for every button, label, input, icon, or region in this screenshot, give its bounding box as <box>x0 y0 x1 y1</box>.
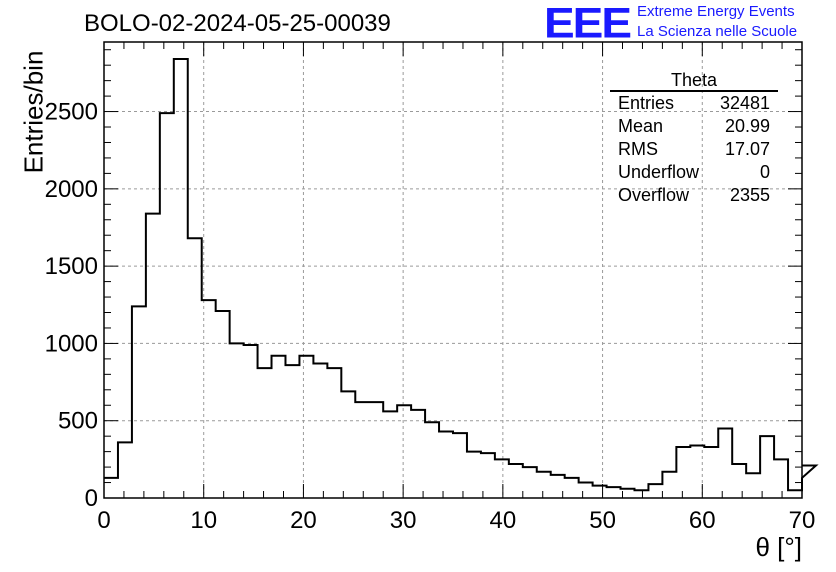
stats-row-mean: Mean 20.99 <box>610 115 778 138</box>
y-tick-label: 500 <box>58 408 98 435</box>
histogram-bin <box>160 113 174 498</box>
plot-title: BOLO-02-2024-05-25-00039 <box>84 10 391 37</box>
stats-label: Mean <box>618 116 664 136</box>
histogram-bin <box>648 484 662 498</box>
stats-row-overflow: Overflow 2355 <box>610 184 778 207</box>
stats-value: 2355 <box>729 185 770 205</box>
histogram-bin <box>565 478 579 498</box>
histogram-bin <box>104 478 118 498</box>
y-tick-label: 2500 <box>45 99 98 126</box>
histogram-bin <box>230 343 244 498</box>
stats-row-rms: RMS 17.07 <box>610 138 778 161</box>
stats-value: 32481 <box>719 93 770 113</box>
grid-lines <box>104 42 802 498</box>
histogram-bin <box>495 459 509 498</box>
logo-line-1: Extreme Energy Events <box>637 3 795 20</box>
histogram-bin <box>718 428 732 498</box>
histogram-bin <box>593 486 607 498</box>
x-tick-label: 20 <box>290 507 317 534</box>
plot-frame <box>103 41 803 499</box>
histogram-bin <box>355 402 369 498</box>
histogram-bin <box>774 459 788 498</box>
x-tick-label: 10 <box>190 507 217 534</box>
histogram-bin <box>216 311 230 498</box>
stats-label: Entries <box>618 93 675 113</box>
histogram-bin <box>732 464 746 498</box>
histogram-outline <box>104 58 819 492</box>
x-tick-label: 30 <box>390 507 417 534</box>
histogram-bin <box>299 356 313 498</box>
y-axis-label: Entries/bin <box>18 50 49 174</box>
stats-value: 20.99 <box>724 116 770 136</box>
x-tick-label: 0 <box>97 507 110 534</box>
histogram-bin <box>341 391 355 498</box>
histogram-bin <box>285 365 299 498</box>
histogram-bin <box>174 59 188 498</box>
stats-value: 17.07 <box>724 139 770 159</box>
histogram-bin <box>704 447 718 498</box>
plot-frame-rect <box>103 41 803 499</box>
histogram-bin <box>397 405 411 498</box>
histogram-bin <box>383 411 397 498</box>
stats-value: 0 <box>759 162 770 182</box>
histogram-bin <box>746 473 760 498</box>
histogram-bin <box>411 410 425 498</box>
stats-label: RMS <box>618 139 658 159</box>
y-tick-label: 0 <box>85 485 98 512</box>
histogram-bin <box>202 300 216 498</box>
logo-line-2: La Scienza nelle Scuole <box>637 23 798 40</box>
histogram-bin <box>188 238 202 498</box>
histogram-bin <box>579 483 593 498</box>
histogram-bin <box>118 442 132 498</box>
stats-title: Theta <box>610 70 778 92</box>
x-tick-label: 70 <box>789 507 816 534</box>
y-tick-label: 1000 <box>45 330 98 357</box>
histogram-bin <box>467 452 481 498</box>
stats-label: Overflow <box>618 185 690 205</box>
histogram-bin <box>760 436 774 498</box>
histogram-bin <box>537 472 551 498</box>
eee-logo: EEE <box>544 0 632 47</box>
histogram-bin <box>634 490 648 498</box>
y-tick-label: 1500 <box>45 253 98 280</box>
histogram-bin <box>509 464 523 498</box>
histogram-series <box>104 58 819 498</box>
histogram-bin <box>244 345 258 498</box>
histogram-bin <box>313 364 327 498</box>
histogram-bin <box>607 487 621 498</box>
stats-row-entries: Entries 32481 <box>610 92 778 115</box>
x-tick-label: 60 <box>689 507 716 534</box>
histogram-bin <box>676 447 690 498</box>
histogram-bin <box>369 402 383 498</box>
axis-ticks <box>103 42 803 499</box>
histogram-bin <box>425 422 439 498</box>
x-tick-label: 50 <box>589 507 616 534</box>
histogram-bin <box>258 368 272 498</box>
histogram-bin <box>146 214 160 498</box>
histogram-bin <box>788 490 802 498</box>
y-tick-label: 2000 <box>45 176 98 203</box>
histogram-bin <box>523 467 537 498</box>
histogram-bin <box>453 433 467 498</box>
stats-row-underflow: Underflow 0 <box>610 161 778 184</box>
tick-labels: 0 10 20 30 40 50 60 70 0 500 1000 1500 2000 2500 <box>45 99 816 534</box>
histogram-bin <box>439 432 453 498</box>
stats-label: Underflow <box>618 162 700 182</box>
histogram-bin <box>132 306 146 498</box>
x-axis-label: θ [°] <box>755 532 802 562</box>
histogram-bin <box>662 472 676 498</box>
histogram-bin <box>327 368 341 498</box>
stats-box: Theta Entries 32481 Mean 20.99 RMS 17.07… <box>610 70 778 207</box>
x-tick-label: 40 <box>490 507 517 534</box>
histogram-bin <box>272 356 286 498</box>
